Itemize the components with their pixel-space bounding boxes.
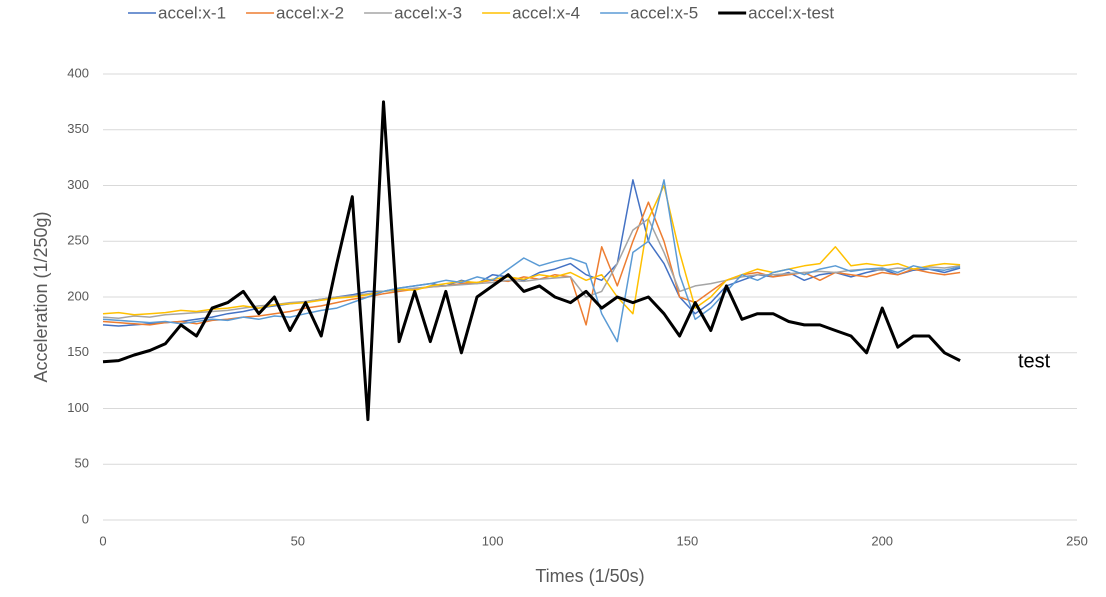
- y-tick-label: 250: [67, 233, 89, 248]
- y-tick-label: 0: [82, 511, 89, 526]
- x-tick-label: 150: [677, 533, 699, 548]
- x-tick-label: 100: [482, 533, 504, 548]
- series-line: [102, 100, 961, 422]
- x-tick-label: 250: [1066, 533, 1088, 548]
- y-tick-label: 350: [67, 121, 89, 136]
- series-line: [102, 184, 961, 316]
- y-tick-label: 50: [75, 456, 89, 471]
- x-tick-label: 200: [871, 533, 893, 548]
- legend-label: accel:x-3: [394, 3, 462, 22]
- y-tick-label: 400: [67, 65, 89, 80]
- legend-label: accel:x-4: [512, 3, 580, 22]
- x-axis-title: Times (1/50s): [535, 566, 644, 586]
- series-line: [102, 179, 961, 343]
- y-axis-title: Acceleration (1/250g): [31, 211, 51, 382]
- legend-label: accel:x-2: [276, 3, 344, 22]
- series-line: [102, 218, 961, 319]
- legend-label: accel:x-5: [630, 3, 698, 22]
- y-tick-label: 200: [67, 288, 89, 303]
- x-tick-label: 0: [99, 533, 106, 548]
- y-tick-label: 300: [67, 177, 89, 192]
- y-tick-label: 100: [67, 400, 89, 415]
- x-tick-label: 50: [291, 533, 305, 548]
- legend-label: accel:x-1: [158, 3, 226, 22]
- annotation: test: [1018, 350, 1051, 372]
- legend-label: accel:x-test: [748, 3, 834, 22]
- y-tick-label: 150: [67, 344, 89, 359]
